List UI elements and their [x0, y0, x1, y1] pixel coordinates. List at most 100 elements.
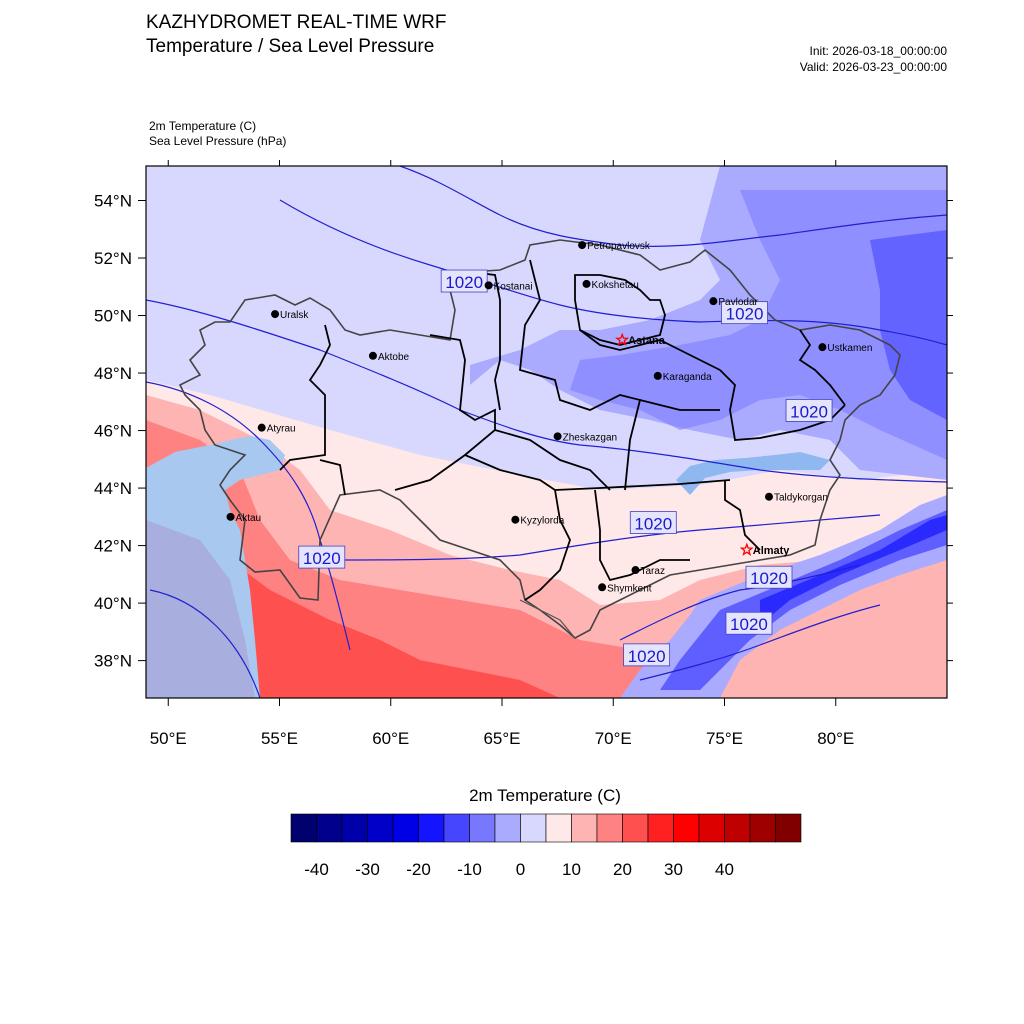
- map-frame: [145, 165, 948, 699]
- lat-tick-label: 40°N: [94, 594, 132, 613]
- colorbar-swatch: [622, 813, 649, 843]
- colorbar-tick-label: -10: [457, 860, 482, 879]
- colorbar-tick-label: 0: [515, 860, 526, 879]
- city-dot-icon: [818, 343, 827, 352]
- city-label: Uralsk: [280, 310, 309, 321]
- city-label: Pavlodar: [718, 297, 758, 308]
- city-markers: Petropavlovsk Kostanai Kokshetau Pavlodar Ur…: [226, 241, 872, 594]
- field-mountains-coldest: [760, 515, 947, 625]
- isobar-line: [329, 514, 881, 561]
- isobar-label: 1020: [726, 305, 764, 324]
- lat-tick-label: 50°N: [94, 307, 132, 326]
- lat-tick-label: 46°N: [94, 422, 132, 441]
- colorbar-tick-label: 30: [664, 860, 683, 879]
- colorbar-tick-label: -30: [355, 860, 380, 879]
- lon-tick-label: 60°E: [372, 729, 409, 748]
- lon-tick-label: 55°E: [261, 729, 298, 748]
- lat-tick-label: 54°N: [94, 192, 132, 211]
- oblast-border: [594, 489, 690, 582]
- isobar-label: 1020: [628, 647, 666, 666]
- isobar-line: [146, 299, 947, 483]
- city-dot-icon: [553, 432, 562, 441]
- lon-tick-label: 75°E: [706, 729, 743, 748]
- colorbar-swatch: [392, 813, 419, 843]
- colorbar-swatch: [443, 813, 470, 843]
- caspian-sea-deep: [146, 520, 255, 698]
- field-cold-east: [870, 230, 947, 420]
- axis-ticks: 54°N 52°N 50°N 48°N 46°N 44°N 42°N 40°N 38°N 50°E…: [94, 160, 953, 748]
- oblast-border: [639, 399, 720, 411]
- city-label: Kokshetau: [592, 280, 639, 291]
- city-dot-icon: [598, 583, 607, 592]
- capital-star-icon: [739, 542, 754, 556]
- oblast-border: [554, 479, 731, 491]
- colorbar-swatch: [596, 813, 623, 843]
- colorbar-tick-label: -20: [406, 860, 431, 879]
- oblast-border: [469, 271, 501, 411]
- field-warm-20-25: [230, 560, 560, 698]
- isobar-line: [399, 166, 947, 247]
- isobar-lines: [146, 166, 947, 698]
- city-dot-icon: [226, 512, 235, 521]
- colorbar-swatch: [290, 813, 317, 843]
- isobar-label: 1020: [303, 549, 341, 568]
- isobar-line: [619, 564, 861, 641]
- city-label: Taldykorgan: [774, 493, 828, 504]
- colorbar-swatch: [341, 813, 368, 843]
- city-dot-icon: [631, 566, 640, 575]
- isobar-label-box: [745, 565, 793, 589]
- city-label: Petropavlovsk: [587, 241, 651, 252]
- oblast-border: [579, 329, 721, 371]
- capital-star-icon: [615, 332, 630, 346]
- lat-tick-label: 52°N: [94, 249, 132, 268]
- isobar-label-box: [629, 511, 677, 534]
- city-label: Kyzylorda: [520, 516, 564, 527]
- city-dot-icon: [653, 371, 662, 380]
- colorbar-swatch: [367, 813, 394, 843]
- city-label: Ustkamen: [827, 343, 872, 354]
- isobar-labels: 1020 1020 1020 1020 1020 1020 1020 1020: [298, 269, 833, 667]
- city-label: Taraz: [641, 566, 665, 577]
- colorbar-swatch: [545, 813, 572, 843]
- city-dot-icon: [578, 241, 587, 250]
- oblast-borders: [279, 259, 846, 601]
- colorbar-swatch: [520, 813, 547, 843]
- isobar-line: [279, 199, 947, 346]
- colorbar-swatch: [316, 813, 343, 843]
- colorbar-swatch: [724, 813, 751, 843]
- isobar-label-box: [721, 301, 768, 325]
- city-dot-icon: [368, 351, 377, 360]
- city-label: Aktobe: [378, 352, 410, 363]
- city-label: Zheskazgan: [563, 432, 617, 443]
- city-label: Karaganda: [663, 372, 712, 383]
- city-label: Shymkent: [607, 583, 652, 594]
- border-south: [519, 599, 576, 639]
- colorbar-swatch: [673, 813, 700, 843]
- city-label: Aktau: [236, 513, 262, 524]
- oblast-border: [494, 429, 611, 491]
- colorbar-swatch: [647, 813, 674, 843]
- lat-tick-label: 42°N: [94, 537, 132, 556]
- colorbar-swatch: [698, 813, 725, 843]
- city-dot-icon: [271, 310, 280, 319]
- field-cold-minus5-minus10: [570, 190, 947, 460]
- isobar-label: 1020: [750, 569, 788, 588]
- valid-time: Valid: 2026-03-23_00:00:00: [799, 60, 947, 74]
- city-label: Kostanai: [494, 281, 533, 292]
- lon-tick-label: 70°E: [595, 729, 632, 748]
- variable-label-temperature: 2m Temperature (C): [149, 119, 257, 133]
- colorbar: [290, 813, 802, 843]
- init-time: Init: 2026-03-18_00:00:00: [809, 44, 947, 58]
- map-title: KAZHYDROMET REAL-TIME WRF: [146, 12, 447, 33]
- oblast-border: [319, 459, 346, 496]
- colorbar-swatch: [775, 813, 802, 843]
- colorbar-tick-label: -40: [304, 860, 329, 879]
- city-label: Astana: [628, 335, 666, 347]
- isobar-label-box: [623, 643, 671, 667]
- lon-tick-label: 65°E: [483, 729, 520, 748]
- isobar-label-box: [298, 545, 346, 569]
- colorbar-swatch: [469, 813, 496, 843]
- isobar-label-box: [725, 611, 773, 635]
- colorbar-tick-label: 10: [562, 860, 581, 879]
